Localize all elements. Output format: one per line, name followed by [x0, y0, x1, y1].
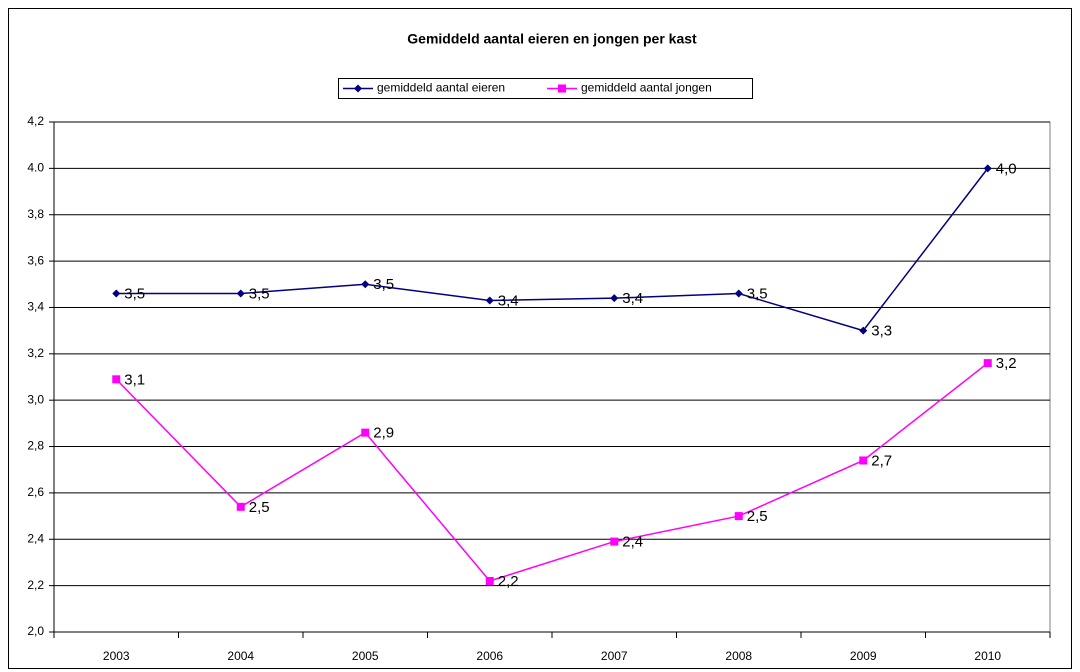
data-label: 2,5: [249, 499, 270, 516]
marker: [558, 84, 566, 93]
y-tick-label: 2,2: [27, 578, 44, 592]
marker: [112, 289, 121, 298]
data-label: 3,4: [498, 292, 519, 309]
data-label: 2,5: [747, 508, 768, 525]
legend-label: gemiddeld aantal eieren: [377, 81, 505, 95]
marker: [983, 164, 992, 173]
x-tick-label: 2005: [352, 649, 379, 663]
y-tick-label: 3,4: [27, 300, 44, 314]
marker: [859, 456, 868, 465]
marker: [734, 289, 743, 298]
marker: [112, 375, 121, 384]
series-line: [116, 167, 989, 332]
data-label: 3,4: [622, 290, 643, 307]
y-tick-label: 3,0: [27, 392, 44, 406]
marker: [236, 502, 245, 511]
marker: [610, 537, 619, 546]
series-line: [115, 362, 989, 582]
data-label: 3,5: [249, 286, 270, 303]
marker: [361, 428, 370, 437]
legend-label: gemiddeld aantal jongen: [581, 81, 712, 95]
marker: [236, 289, 245, 298]
marker: [361, 280, 370, 289]
data-label: 3,5: [373, 276, 394, 293]
marker: [354, 84, 362, 93]
data-label: 3,5: [747, 286, 768, 303]
x-tick-label: 2007: [601, 649, 628, 663]
data-label: 2,4: [622, 534, 643, 551]
chart-title: Gemiddeld aantal eieren en jongen per ka…: [407, 31, 697, 47]
y-tick-label: 3,2: [27, 346, 44, 360]
data-label: 2,9: [373, 425, 394, 442]
data-label: 4,0: [996, 160, 1017, 177]
x-tick-label: 2004: [227, 649, 254, 663]
data-label: 2,2: [498, 573, 519, 590]
data-label: 2,7: [871, 452, 892, 469]
x-tick-label: 2009: [850, 649, 877, 663]
plot-area: [53, 121, 1051, 633]
data-label: 3,5: [124, 286, 145, 303]
data-label: 3,3: [871, 323, 892, 340]
y-tick-label: 2,6: [27, 485, 44, 499]
data-label: 3,2: [996, 355, 1017, 372]
marker: [734, 512, 743, 521]
marker: [859, 326, 868, 335]
x-tick-label: 2003: [103, 649, 130, 663]
x-tick-label: 2010: [974, 649, 1001, 663]
marker: [610, 294, 619, 303]
x-tick-label: 2008: [725, 649, 752, 663]
y-tick-label: 4,2: [27, 114, 44, 128]
y-tick-label: 4.0: [27, 161, 44, 175]
x-tick-label: 2006: [476, 649, 503, 663]
marker: [485, 577, 494, 585]
marker: [983, 359, 992, 368]
marker: [485, 296, 494, 305]
y-tick-label: 2,0: [27, 624, 44, 638]
y-tick-label: 3,8: [27, 207, 44, 221]
y-tick-label: 2,4: [27, 531, 44, 545]
y-tick-label: 2,8: [27, 439, 44, 453]
y-tick-label: 3,6: [27, 253, 44, 267]
data-label: 3,1: [124, 371, 145, 388]
legend-box: [338, 78, 753, 99]
